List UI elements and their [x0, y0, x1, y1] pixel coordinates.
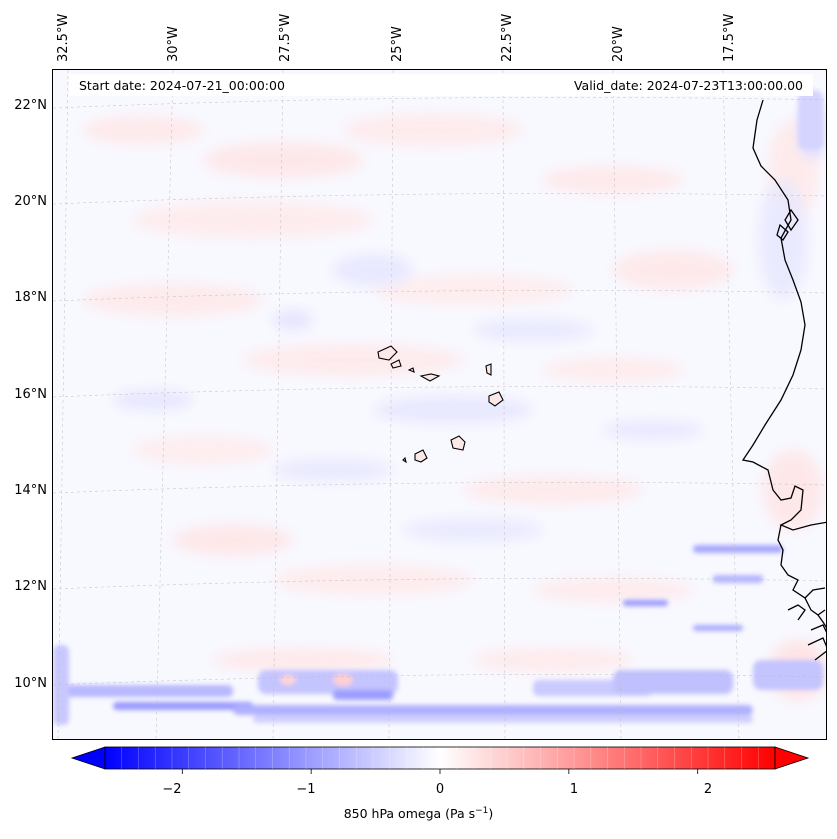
colorbar-max-extension: [774, 746, 810, 770]
colorbar-graphic: [70, 746, 810, 774]
lat-label-14n: 14°N: [14, 483, 47, 498]
colorbar-tick-label: 1: [569, 782, 579, 797]
date-header: Start date: 2024-07-21_00:00:00 Valid_da…: [69, 74, 813, 96]
cape-verde-islands: [377, 345, 504, 464]
lat-label-12n: 12°N: [14, 579, 47, 594]
colorbar-ticks: [121, 747, 759, 774]
lat-label-20n: 20°N: [14, 194, 47, 209]
graticule: [53, 70, 826, 739]
lon-label-25w: 25°W: [390, 26, 405, 62]
lon-label-30w: 30°W: [166, 26, 181, 62]
colorbar-min-extension: [70, 746, 106, 770]
valid-date-label: Valid_date: 2024-07-23T13:00:00.00: [573, 78, 803, 93]
colorbar: −2 −1 0 1 2 850 hPa omega (Pa s−1): [0, 740, 837, 839]
lat-label-18n: 18°N: [14, 290, 47, 305]
lon-label-32-5w: 32.5°W: [56, 13, 71, 62]
lon-label-17-5w: 17.5°W: [722, 13, 737, 62]
colorbar-tick-label: −2: [162, 782, 182, 797]
blue-patches: [113, 100, 826, 542]
lat-label-22n: 22°N: [14, 98, 47, 113]
colorbar-title: 850 hPa omega (Pa s−1): [343, 806, 494, 822]
colorbar-tick-label: 0: [435, 782, 445, 797]
blue-bands: [53, 90, 823, 725]
start-date-label: Start date: 2024-07-21_00:00:00: [79, 78, 285, 93]
red-patches: [83, 114, 826, 700]
omega-field: [53, 70, 826, 739]
map-panel[interactable]: Start date: 2024-07-21_00:00:00 Valid_da…: [52, 69, 827, 740]
lon-label-27-5w: 27.5°W: [278, 13, 293, 62]
colorbar-tick-label: 2: [703, 782, 713, 797]
lon-label-20w: 20°W: [611, 26, 626, 62]
coastline: [741, 99, 826, 661]
lat-label-10n: 10°N: [14, 676, 47, 691]
colorbar-tick-label: −1: [296, 782, 316, 797]
lat-label-16n: 16°N: [14, 387, 47, 402]
lon-label-22-5w: 22.5°W: [500, 13, 515, 62]
